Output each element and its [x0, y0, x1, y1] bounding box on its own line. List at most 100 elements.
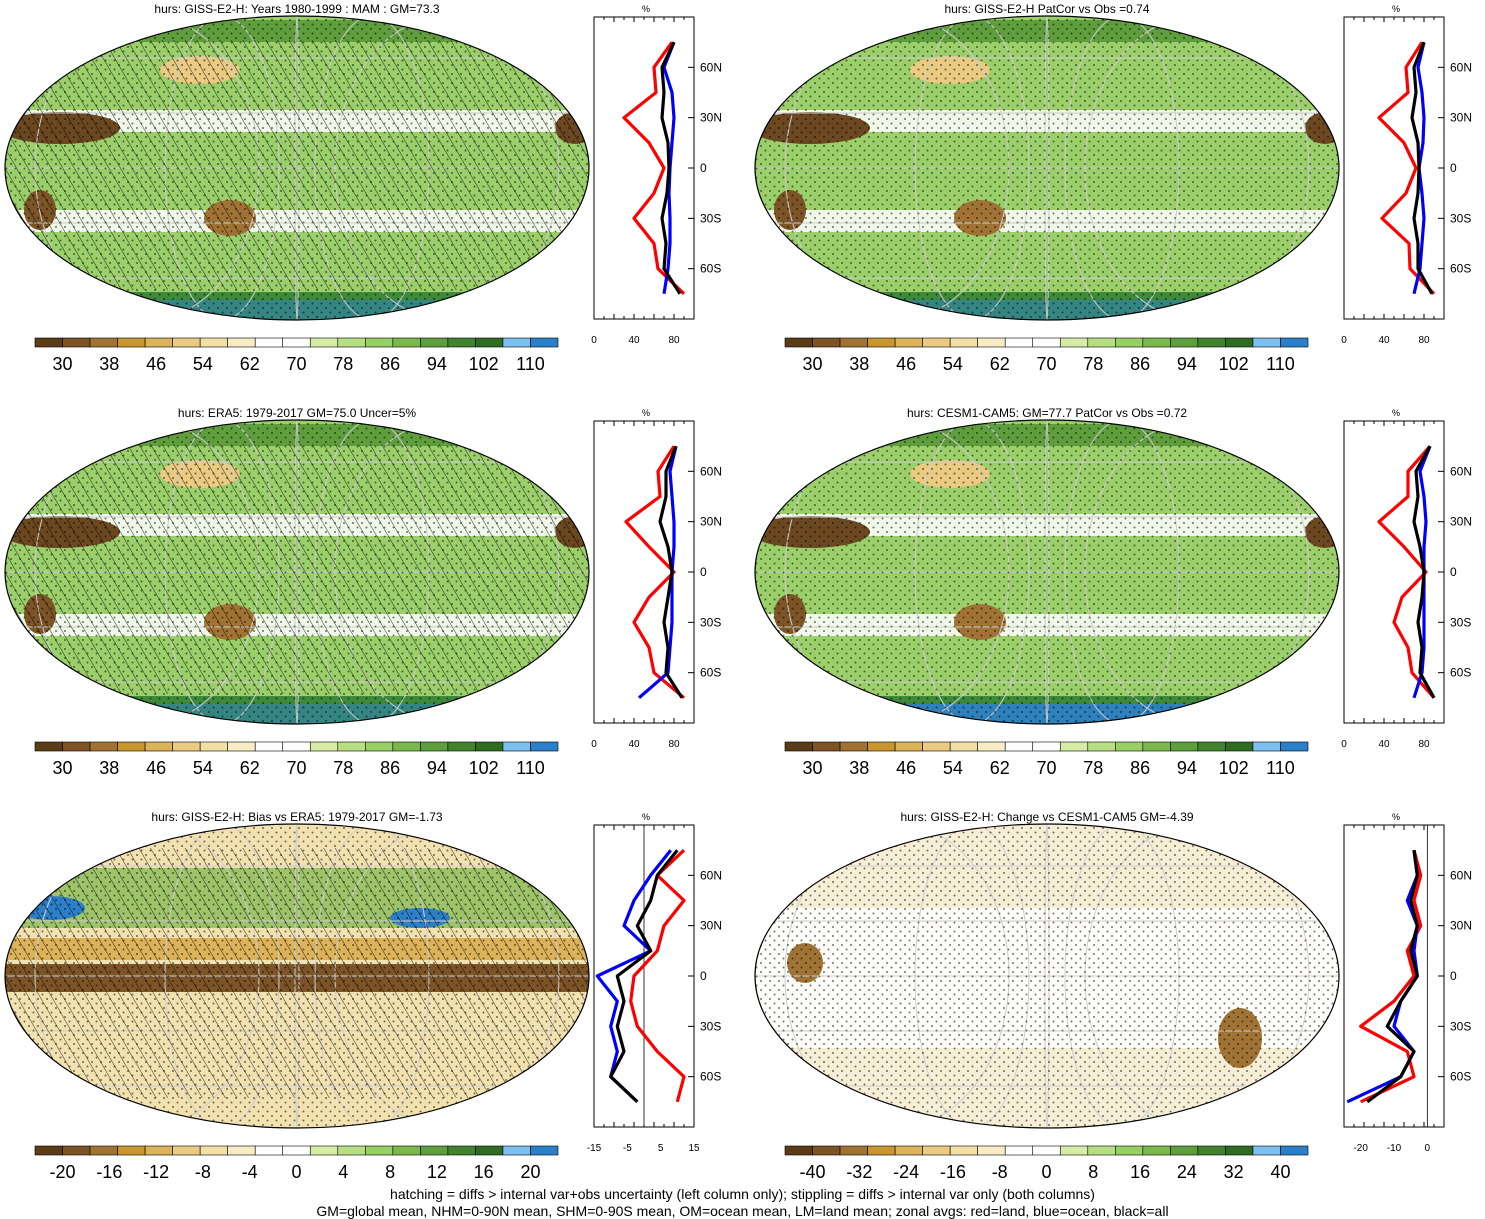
hatching-overlay: [5, 40, 589, 290]
colorbar-box: [117, 337, 146, 348]
all-zonal-line: [658, 445, 684, 699]
footer-note-legend: GM=global mean, NHM=0-90N mean, SHM=0-90…: [316, 1203, 1169, 1219]
colorbar-box: [867, 1145, 896, 1156]
colorbar-box: [1225, 337, 1254, 348]
zonal-y-tick-label: 0: [1450, 161, 1457, 175]
colorbar-box: [1142, 1145, 1171, 1156]
colorbar-box: [117, 1145, 146, 1156]
zonal-x-tick-label: 80: [1418, 335, 1430, 346]
panel-p2: hurs: GISS-E2-H PatCor vs Obs =0.74 30 38 4…: [754, 2, 1472, 374]
colorbar-box: [839, 741, 868, 752]
colorbar-label: 70: [286, 758, 306, 778]
zonal-plot-frame: [1343, 16, 1445, 320]
colorbar-label: 8: [1088, 1162, 1098, 1182]
colorbar-label: 30: [53, 758, 73, 778]
figure-canvas: hurs: GISS-E2-H: Years 1980-1999 : MAM :…: [4, 2, 1472, 1182]
colorbar-label: 30: [803, 354, 823, 374]
zonal-y-tick-label: 30S: [1450, 1019, 1471, 1033]
stippling-overlay: [755, 824, 1339, 1128]
colorbar-label: 86: [1130, 354, 1150, 374]
zonal-y-tick-label: 0: [700, 565, 707, 579]
colorbar-label: 78: [333, 354, 353, 374]
zonal-x-tick-label: 5: [658, 1143, 664, 1154]
colorbar-box: [1087, 741, 1116, 752]
panel-p3: hurs: ERA5: 1979-2017 GM=75.0 Uncer=5% 30…: [4, 406, 722, 778]
map-body: [5, 824, 589, 1128]
colorbar-box: [34, 337, 63, 348]
zonal-x-tick-label: -5: [623, 1143, 632, 1154]
footer-note-hatching: hatching = diffs > internal var+obs unce…: [390, 1186, 1095, 1202]
colorbar-box: [89, 337, 118, 348]
colorbar-label: 46: [146, 758, 166, 778]
zonal-y-tick-label: 30S: [1450, 211, 1471, 225]
colorbar-box: [1252, 741, 1281, 752]
colorbar-box: [1225, 1145, 1254, 1156]
colorbar-label: 86: [380, 354, 400, 374]
colorbar-label: 38: [99, 758, 119, 778]
colorbar-label: -20: [50, 1162, 76, 1182]
colorbar-label: 102: [469, 758, 499, 778]
colorbar-box: [1142, 741, 1171, 752]
colorbar-box: [1032, 741, 1061, 752]
colorbar-box: [894, 741, 923, 752]
colorbar-box: [784, 337, 813, 348]
map-border: [754, 15, 1340, 321]
all-zonal-line: [609, 849, 679, 1103]
colorbar-box: [365, 1145, 394, 1156]
zonal-x-tick-label: 0: [591, 739, 597, 750]
colorbar-label: 62: [990, 758, 1010, 778]
colorbar-box: [447, 337, 476, 348]
colorbar-box: [922, 1145, 951, 1156]
colorbar-box: [144, 1145, 173, 1156]
all-zonal-line: [1366, 849, 1419, 1104]
colorbar-label: 54: [193, 758, 213, 778]
colorbar-box: [254, 337, 284, 348]
land-zonal-line: [1377, 445, 1436, 699]
colorbar-box: [1170, 741, 1199, 752]
colorbar-box: [337, 1145, 366, 1156]
colorbar-box: [1004, 741, 1034, 752]
zonal-x-tick-label: 80: [668, 739, 680, 750]
colorbar-label: 70: [1036, 354, 1056, 374]
colorbar-box: [475, 1145, 504, 1156]
colorbar-label: 102: [1219, 758, 1249, 778]
zonal-y-tick-label: 60N: [700, 60, 722, 74]
colorbar-box: [447, 1145, 476, 1156]
zonal-y-tick-label: 60S: [1450, 262, 1471, 276]
colorbar-label: 62: [240, 354, 260, 374]
zonal-x-tick-label: 0: [1425, 1143, 1431, 1154]
zonal-y-tick-label: 60N: [1450, 868, 1472, 882]
colorbar-box: [1059, 1145, 1089, 1156]
colorbar-box: [309, 337, 339, 348]
panel-p6: hurs: GISS-E2-H: Change vs CESM1-CAM5 GM…: [754, 810, 1472, 1182]
colorbar-label: 20: [520, 1162, 540, 1182]
colorbar-box: [867, 337, 896, 348]
colorbar-label: 102: [469, 354, 499, 374]
colorbar-box: [1087, 1145, 1116, 1156]
colorbar-box: [309, 741, 339, 752]
panel-p1: hurs: GISS-E2-H: Years 1980-1999 : MAM :…: [4, 2, 722, 374]
colorbar-box: [447, 741, 476, 752]
colorbar-label: -24: [893, 1162, 919, 1182]
colorbar-label: 8: [385, 1162, 395, 1182]
colorbar-box: [282, 741, 311, 752]
ocean-zonal-line: [595, 849, 672, 1103]
zonal-y-tick-label: 60S: [700, 1070, 721, 1084]
map-body: [755, 16, 1339, 320]
colorbar-box: [1280, 1145, 1309, 1156]
zonal-unit-label: %: [642, 408, 650, 418]
colorbar-label: 54: [193, 354, 213, 374]
map-body: [5, 420, 589, 724]
colorbar-box: [117, 741, 146, 752]
colorbar-box: [530, 337, 559, 348]
zonal-y-tick-label: 30S: [700, 1019, 721, 1033]
colorbar-box: [1197, 337, 1226, 348]
colorbar-box: [1142, 337, 1171, 348]
zonal-x-tick-label: -20: [1353, 1143, 1368, 1154]
colorbar-box: [227, 337, 256, 348]
colorbar-box: [949, 741, 978, 752]
colorbar-box: [1032, 1145, 1061, 1156]
panel-title: hurs: GISS-E2-H: Change vs CESM1-CAM5 GM…: [900, 810, 1193, 824]
colorbar-box: [199, 741, 228, 752]
zonal-x-tick-label: 0: [1341, 739, 1347, 750]
